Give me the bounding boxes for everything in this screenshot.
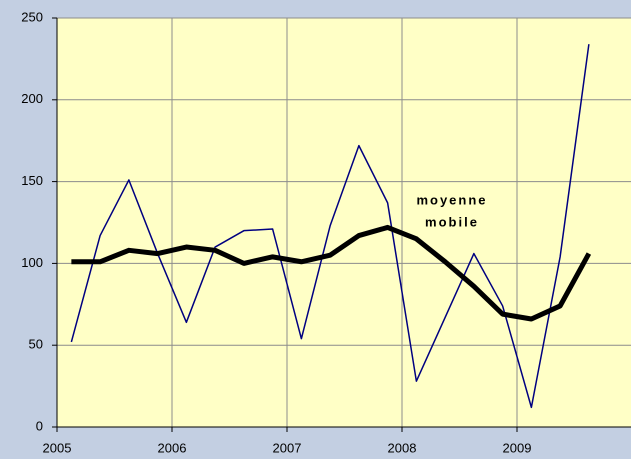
plot-area <box>57 18 631 427</box>
y-tick-label: 50 <box>29 337 43 352</box>
y-tick-label: 250 <box>21 9 43 24</box>
y-tick-label: 150 <box>21 173 43 188</box>
y-tick-label: 200 <box>21 91 43 106</box>
y-tick-label: 100 <box>21 255 43 270</box>
annotation: moyenne <box>416 192 487 207</box>
series-line <box>71 224 592 322</box>
x-tick-label: 2006 <box>158 440 187 455</box>
x-tick-label: 2007 <box>273 440 302 455</box>
x-tick-label: 2005 <box>43 440 72 455</box>
x-tick-label: 2009 <box>503 440 532 455</box>
x-tick-label: 2008 <box>388 440 417 455</box>
y-tick-label: 0 <box>36 418 43 433</box>
annotation: mobile <box>425 214 479 229</box>
